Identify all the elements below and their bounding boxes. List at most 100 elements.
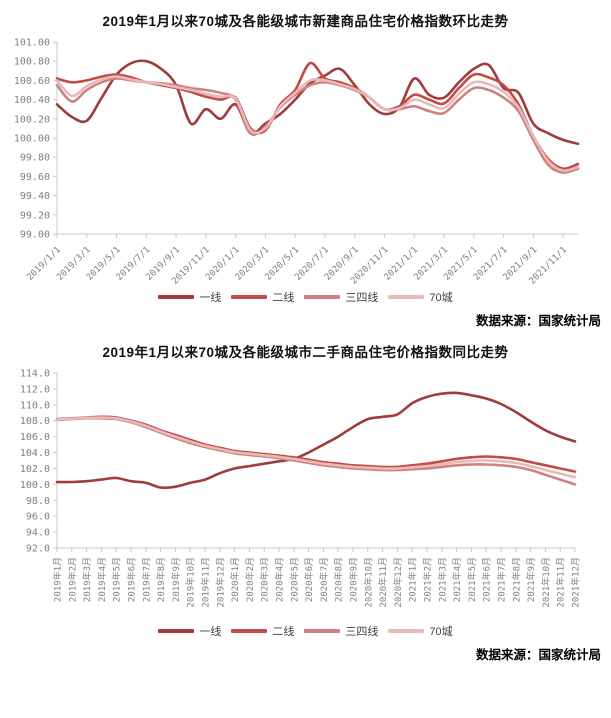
- legend-swatch: [304, 295, 341, 299]
- y-tick-label: 102.0: [20, 464, 50, 475]
- chart-new-home-mom: 2019年1月以来70城及各能级城市新建商品住宅价格指数环比走势 101.00 1…: [0, 10, 611, 331]
- legend-item-0: 一线: [158, 623, 221, 639]
- series-line-2: [55, 416, 577, 486]
- legend-swatch: [158, 629, 195, 633]
- legend-item-1: 二线: [231, 623, 294, 639]
- x-tick-label: 2021年1月: [407, 557, 419, 602]
- x-axis: 2019/1/12019/3/12019/5/12019/7/12019/9/1…: [25, 234, 569, 286]
- x-tick-label: 2021年12月: [570, 557, 582, 608]
- x-tick-label: 2021年5月: [466, 557, 478, 602]
- legend-item-1: 二线: [231, 289, 294, 305]
- x-tick-label: 2020年3月: [259, 557, 271, 602]
- y-tick-label: 100.00: [14, 134, 50, 145]
- y-tick-label: 99.00: [20, 230, 50, 241]
- series-line-3: [55, 416, 577, 479]
- y-tick-label: 94.0: [26, 528, 50, 539]
- x-tick-label: 2019年1月: [52, 557, 64, 602]
- chart-canvas: 114.0 112.0 110.0 108.0 106.0 104.0 102.0 100.0…: [0, 365, 611, 620]
- legend-swatch: [304, 629, 341, 633]
- x-tick-label: 2021年2月: [422, 557, 434, 602]
- x-tick-label: 2020年7月: [318, 557, 330, 602]
- x-tick-label: 2019年3月: [81, 557, 93, 602]
- legend-label: 二线: [272, 292, 295, 304]
- series-line-0: [55, 59, 580, 146]
- series-line-0: [55, 391, 577, 490]
- x-tick-label: 2020年1月: [229, 557, 241, 602]
- x-axis: 2019年1月 2019年2月 2019年3月 2019年4月 2019年5月 2019年…: [52, 548, 582, 608]
- legend-item-3: 70城: [388, 289, 453, 305]
- x-tick-label: 2019年11月: [200, 557, 212, 608]
- x-tick-label: 2020年8月: [333, 557, 345, 602]
- x-tick-label: 2019年9月: [170, 557, 182, 602]
- x-tick-label: 2020年12月: [392, 557, 404, 608]
- legend-item-3: 70城: [388, 623, 453, 639]
- series-line-2: [55, 77, 580, 174]
- x-tick-label: 2019年8月: [155, 557, 167, 602]
- y-tick-label: 92.0: [26, 544, 50, 555]
- x-tick-label: 2021年4月: [451, 557, 463, 602]
- legend: 一线 二线 三四线 70城: [0, 288, 611, 306]
- legend-swatch: [388, 295, 425, 299]
- x-tick-label: 2020年9月: [348, 557, 360, 602]
- legend-swatch: [388, 629, 425, 633]
- y-tick-label: 100.0: [20, 480, 50, 491]
- data-source-note: 数据来源：国家统计局: [475, 648, 601, 662]
- chart-secondhand-yoy: 2019年1月以来70城及各能级城市二手商品住宅价格指数同比走势 114.0 11…: [0, 341, 611, 665]
- x-tick-label: 2021年6月: [481, 557, 493, 602]
- y-tick-label: 99.60: [20, 172, 50, 183]
- legend-item-2: 三四线: [304, 289, 378, 305]
- legend-label: 70城: [429, 626, 453, 638]
- y-tick-label: 99.80: [20, 153, 50, 164]
- x-tick-label: 2020年4月: [274, 557, 286, 602]
- y-tick-label: 100.40: [14, 95, 50, 106]
- chart-svg: 114.0 112.0 110.0 108.0 106.0 104.0 102.0 100.0…: [20, 369, 582, 608]
- chart-title: 2019年1月以来70城及各能级城市二手商品住宅价格指数同比走势: [102, 345, 509, 360]
- legend-label: 三四线: [345, 626, 379, 638]
- legend-swatch: [158, 295, 195, 299]
- chart-svg: 101.00 100.80 100.60 100.40 100.20 100.00 99.8…: [14, 38, 580, 286]
- y-axis: 101.00 100.80 100.60 100.40 100.20 100.00 99.8…: [14, 38, 57, 241]
- y-tick-label: 101.00: [14, 38, 50, 49]
- x-tick-label: 2020年2月: [244, 557, 256, 602]
- x-tick-label: 2021年8月: [510, 557, 522, 602]
- chart-title: 2019年1月以来70城及各能级城市新建商品住宅价格指数环比走势: [102, 14, 509, 29]
- legend: 一线 二线 三四线 70城: [0, 622, 611, 640]
- y-tick-label: 96.0: [26, 512, 50, 523]
- x-tick-label: 2021年7月: [496, 557, 508, 602]
- legend-item-0: 一线: [158, 289, 221, 305]
- x-tick-label: 2019年2月: [66, 557, 78, 602]
- y-tick-label: 110.0: [20, 400, 50, 411]
- x-tick-label: 2019年7月: [140, 557, 152, 602]
- legend-label: 一线: [199, 626, 222, 638]
- legend-label: 一线: [199, 292, 222, 304]
- x-tick-label: 2020年11月: [377, 557, 389, 608]
- x-tick-label: 2020年10月: [362, 557, 374, 608]
- x-tick-label: 2019年4月: [96, 557, 108, 602]
- x-tick-label: 2020年5月: [288, 557, 300, 602]
- legend-swatch: [231, 629, 268, 633]
- x-tick-label: 2020年6月: [303, 557, 315, 602]
- y-tick-label: 114.0: [20, 369, 50, 380]
- x-tick-label: 2021年3月: [436, 557, 448, 602]
- y-tick-label: 100.80: [14, 57, 50, 68]
- y-tick-label: 108.0: [20, 416, 50, 427]
- legend-label: 70城: [429, 292, 453, 304]
- y-tick-label: 98.0: [26, 496, 50, 507]
- legend-swatch: [231, 295, 268, 299]
- x-tick-label: 2021年11月: [555, 557, 567, 608]
- y-tick-label: 106.0: [20, 432, 50, 443]
- x-tick-label: 2019年10月: [185, 557, 197, 608]
- y-tick-label: 100.60: [14, 76, 50, 87]
- legend-label: 二线: [272, 626, 295, 638]
- x-tick-label: 2019年5月: [111, 557, 123, 602]
- legend-item-2: 三四线: [304, 623, 378, 639]
- y-tick-label: 112.0: [20, 384, 50, 395]
- y-tick-label: 100.20: [14, 114, 50, 125]
- y-tick-label: 104.0: [20, 448, 50, 459]
- y-tick-label: 99.20: [20, 210, 50, 221]
- series-line-3: [55, 75, 580, 173]
- x-tick-label: 2019年6月: [126, 557, 138, 602]
- y-tick-label: 99.40: [20, 191, 50, 202]
- chart-canvas: 101.00 100.80 100.60 100.40 100.20 100.00 99.8…: [0, 34, 611, 286]
